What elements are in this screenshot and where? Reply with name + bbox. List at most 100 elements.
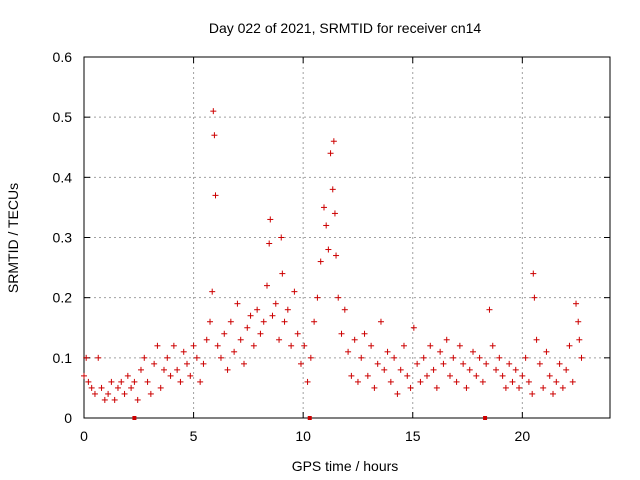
y-tick-label: 0.1 (53, 350, 73, 366)
data-point (509, 378, 516, 385)
data-point (476, 354, 483, 361)
data-point (98, 384, 105, 391)
data-point (397, 366, 404, 373)
data-point (254, 306, 261, 313)
data-point (384, 348, 391, 355)
data-point (563, 366, 570, 373)
data-point (559, 384, 566, 391)
data-point (543, 348, 550, 355)
data-point (493, 366, 500, 373)
data-point (447, 372, 454, 379)
data-point (260, 318, 267, 325)
data-point (141, 354, 148, 361)
data-point (85, 378, 92, 385)
data-point (211, 132, 218, 139)
data-point (190, 342, 197, 349)
data-point (374, 360, 381, 367)
data-point (108, 378, 115, 385)
data-point (479, 378, 486, 385)
data-point (573, 300, 580, 307)
data-point (167, 372, 174, 379)
x-tick-label: 10 (295, 428, 311, 444)
x-axis: 0 5 10 15 20 (80, 57, 530, 444)
data-point (209, 288, 216, 295)
data-point (576, 336, 583, 343)
data-point (317, 258, 324, 265)
data-point (506, 360, 513, 367)
data-point (410, 324, 417, 331)
data-point (197, 378, 204, 385)
data-point (323, 222, 330, 229)
data-point (244, 324, 251, 331)
data-point (502, 384, 509, 391)
data-point (210, 108, 217, 115)
data-point (450, 354, 457, 361)
data-point (91, 390, 98, 397)
data-point (269, 312, 276, 319)
data-point (234, 300, 241, 307)
data-point (311, 318, 318, 325)
data-point (203, 336, 210, 343)
data-point (137, 366, 144, 373)
data-point (341, 306, 348, 313)
data-point (154, 342, 161, 349)
data-point (404, 372, 411, 379)
data-point (358, 354, 365, 361)
gap-marker (132, 416, 137, 420)
data-point (294, 330, 301, 337)
data-point (420, 354, 427, 361)
data-point (578, 354, 585, 361)
data-point (351, 336, 358, 343)
data-point (361, 330, 368, 337)
data-point (499, 372, 506, 379)
data-point (371, 384, 378, 391)
data-point (187, 372, 194, 379)
data-point (417, 378, 424, 385)
data-point (301, 342, 308, 349)
data-point (266, 240, 273, 247)
data-point (314, 294, 321, 301)
data-point (212, 192, 219, 199)
data-point (160, 366, 167, 373)
data-point (427, 342, 434, 349)
data-point (174, 366, 181, 373)
data-point (483, 360, 490, 367)
data-point (566, 342, 573, 349)
data-point (284, 306, 291, 313)
data-point (540, 384, 547, 391)
x-axis-label: GPS time / hours (292, 458, 399, 474)
data-point (377, 318, 384, 325)
data-point (556, 360, 563, 367)
gap-marker (483, 416, 488, 420)
data-point (466, 366, 473, 373)
data-point (237, 336, 244, 343)
data-point (214, 342, 221, 349)
data-point (473, 372, 480, 379)
data-point (453, 378, 460, 385)
data-point (144, 378, 151, 385)
data-point (531, 294, 538, 301)
data-point (95, 354, 102, 361)
data-point (348, 372, 355, 379)
data-point (553, 378, 560, 385)
data-point (486, 306, 493, 313)
data-point (496, 354, 503, 361)
data-point (105, 390, 112, 397)
data-point (569, 378, 576, 385)
data-point (257, 330, 264, 337)
data-point (463, 384, 470, 391)
data-point (278, 234, 285, 241)
data-point (111, 396, 118, 403)
data-point (281, 318, 288, 325)
data-point (329, 186, 336, 193)
y-tick-label: 0.5 (53, 109, 73, 125)
data-point (307, 354, 314, 361)
y-tick-label: 0.6 (53, 49, 73, 65)
data-point (364, 372, 371, 379)
data-point (177, 378, 184, 385)
data-point (335, 294, 342, 301)
data-point (221, 330, 228, 337)
data-point (247, 312, 254, 319)
data-point (433, 384, 440, 391)
